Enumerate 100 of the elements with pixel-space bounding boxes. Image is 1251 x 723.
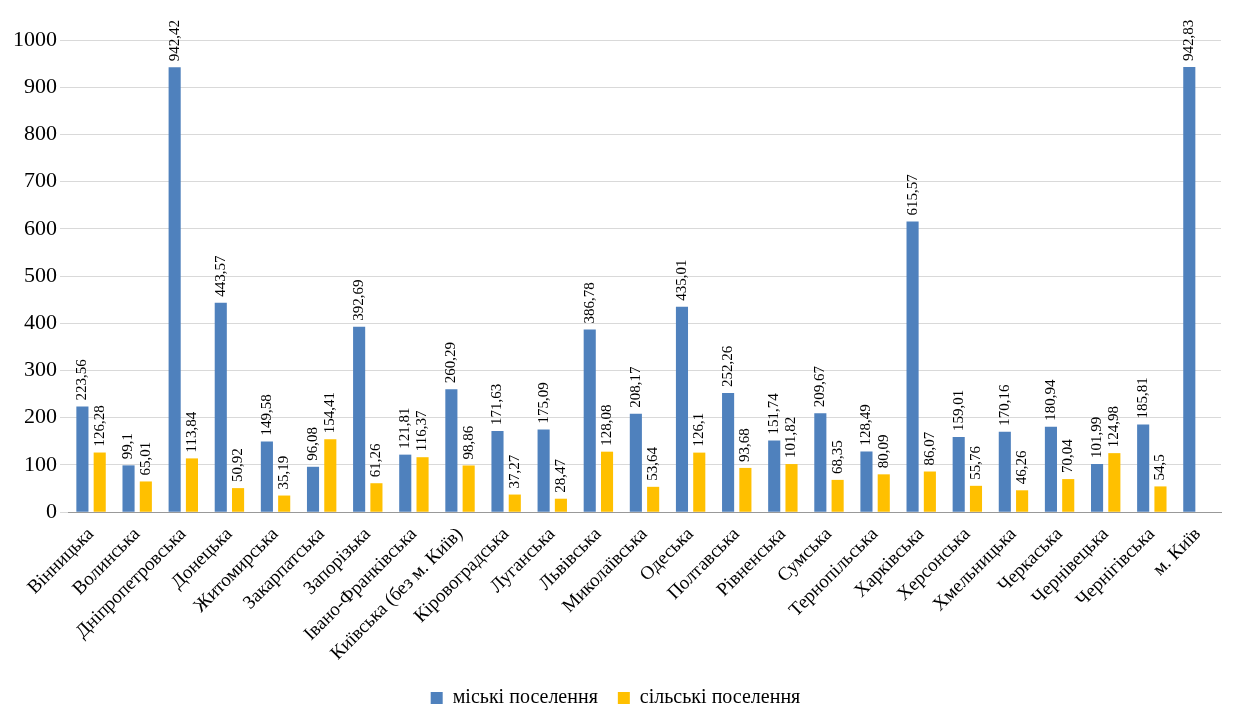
bar [278, 495, 291, 512]
data-label: 98,86 [459, 425, 476, 460]
bar [675, 306, 689, 512]
y-tick-label: 200 [24, 403, 57, 429]
y-tick-label: 1000 [13, 25, 57, 51]
data-label: 37,27 [505, 454, 522, 489]
data-label: 149,58 [257, 394, 274, 436]
y-tick-label: 900 [24, 73, 57, 98]
bar [814, 413, 827, 512]
legend-label: сільські поселення [639, 685, 801, 708]
bar [462, 465, 475, 512]
data-label: 151,74 [765, 392, 782, 435]
bar [785, 464, 798, 512]
bar [168, 67, 181, 512]
data-label: 124,98 [1105, 405, 1122, 448]
bar [324, 439, 337, 512]
data-label: 260,29 [442, 342, 459, 384]
data-label: 80,09 [874, 434, 891, 469]
data-label: 175,09 [534, 382, 551, 424]
data-label: 208,17 [626, 366, 643, 408]
bar [860, 451, 873, 512]
y-tick-label: 0 [46, 497, 57, 523]
bar [998, 431, 1011, 512]
bar [1016, 490, 1029, 512]
bar [583, 329, 596, 512]
bar [139, 481, 152, 512]
data-label: 113,84 [182, 411, 199, 453]
bar [491, 431, 504, 512]
data-label: 435,01 [672, 259, 689, 301]
data-label: 386,78 [580, 282, 597, 324]
bar [1044, 426, 1057, 512]
y-tick-label: 100 [24, 450, 57, 476]
data-label: 54,5 [1151, 454, 1168, 481]
y-tick-label: 700 [24, 167, 57, 193]
bar [831, 479, 844, 512]
bar [693, 452, 706, 512]
bar [370, 483, 383, 512]
data-label: 615,57 [903, 173, 920, 216]
bar [537, 429, 550, 512]
bar [185, 458, 198, 512]
bar [1183, 66, 1196, 512]
legend-label: міські поселення [452, 685, 598, 708]
bar [952, 437, 965, 512]
bar [1091, 463, 1104, 512]
data-label: 68,35 [828, 440, 845, 474]
bar [122, 465, 135, 512]
data-label: 46,26 [1013, 450, 1030, 485]
data-label: 101,99 [1087, 416, 1104, 458]
data-label: 128,49 [857, 404, 874, 446]
bar [600, 451, 614, 512]
data-label: 252,26 [719, 345, 736, 388]
data-label: 154,41 [321, 391, 338, 434]
data-label: 55,76 [966, 445, 983, 480]
bar [232, 488, 245, 512]
bar [445, 389, 458, 512]
data-label: 180,94 [1041, 378, 1058, 421]
bar [647, 486, 660, 512]
data-label: 185,81 [1134, 377, 1151, 419]
data-label: 170,16 [995, 384, 1012, 426]
data-label: 209,67 [811, 365, 828, 408]
bar [214, 302, 227, 512]
bar [629, 413, 642, 512]
bar [722, 393, 735, 512]
y-tick-label: 600 [24, 214, 57, 240]
data-label: 61,26 [367, 442, 384, 478]
bar [1154, 486, 1167, 512]
data-label: 28,47 [551, 458, 568, 493]
data-label: 116,37 [413, 410, 430, 452]
bar [1137, 424, 1150, 512]
data-label: 443,57 [211, 254, 228, 297]
data-label: 53,64 [644, 446, 661, 481]
data-label: 159,01 [949, 389, 966, 432]
bar [554, 498, 567, 512]
data-label: 121,81 [396, 407, 413, 449]
bar [877, 474, 890, 512]
bar [508, 494, 521, 512]
y-tick-label: 400 [24, 309, 57, 335]
data-label: 35,19 [275, 455, 292, 490]
bar [739, 467, 752, 512]
data-label: 942,83 [1180, 19, 1197, 61]
y-tick-label: 800 [24, 120, 57, 146]
bar [76, 406, 89, 512]
bar [260, 441, 273, 512]
bar [93, 452, 106, 512]
bar [969, 485, 983, 512]
bar [768, 440, 781, 512]
data-label: 86,07 [920, 431, 937, 466]
y-tick-label: 500 [24, 261, 57, 287]
bar [923, 471, 936, 512]
data-label: 99,1 [119, 433, 136, 460]
bar [1062, 479, 1075, 512]
data-label: 101,82 [782, 416, 799, 459]
y-tick-label: 300 [24, 356, 57, 382]
data-label: 128,08 [597, 404, 614, 446]
bar [399, 454, 412, 512]
data-label: 942,42 [165, 19, 182, 62]
data-label: 70,04 [1059, 438, 1076, 474]
data-label: 50,92 [229, 448, 246, 483]
bar [353, 326, 366, 512]
bar [416, 457, 429, 512]
